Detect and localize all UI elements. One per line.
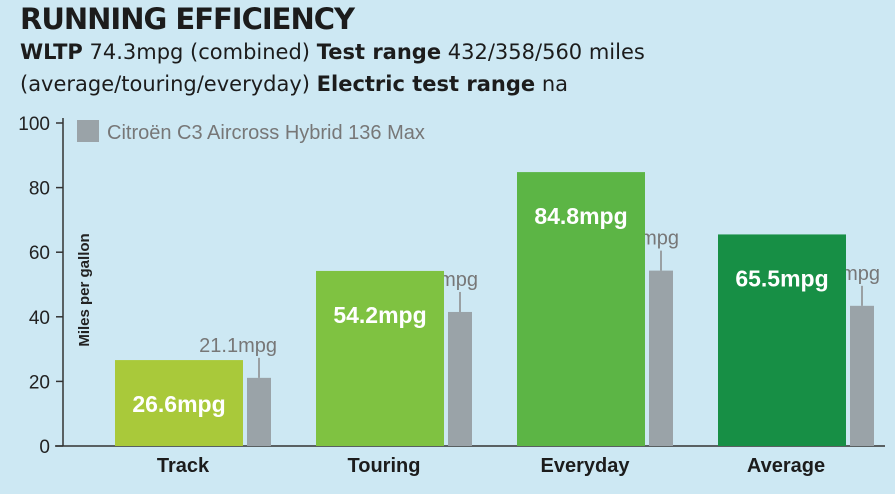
value-bar <box>115 360 243 446</box>
category-label: Average <box>747 455 825 477</box>
y-tick-label: 40 <box>29 308 50 329</box>
bar-value-label: 26.6mpg <box>132 391 225 417</box>
subtitle-line-2: (average/touring/everyday) Electric test… <box>20 72 880 96</box>
y-tick-label: 100 <box>18 114 50 135</box>
reference-bar <box>448 311 472 446</box>
bar-value-label: 84.8mpg <box>534 203 627 229</box>
value-bar <box>517 172 645 446</box>
legend-label: Citroën C3 Aircross Hybrid 136 Max <box>107 122 425 144</box>
category-label: Touring <box>348 455 421 477</box>
electric-range-value: na <box>541 72 569 96</box>
category-label: Everyday <box>541 455 631 477</box>
bar-value-label: 54.2mpg <box>333 302 426 328</box>
wltp-value: 74.3mpg (combined) <box>89 40 310 64</box>
y-tick-label: 0 <box>39 437 50 458</box>
subtitle-line-1: WLTP 74.3mpg (combined) Test range 432/3… <box>20 40 880 64</box>
y-tick-label: 80 <box>29 179 50 200</box>
legend-swatch <box>77 120 99 142</box>
y-tick-label: 60 <box>29 243 50 264</box>
test-range-label: Test range <box>316 40 442 64</box>
reference-value-label: 21.1mpg <box>199 335 277 357</box>
chart-title: RUNNING EFFICIENCY <box>20 2 355 36</box>
test-range-value: 432/358/560 miles <box>447 40 645 64</box>
wltp-label: WLTP <box>20 40 83 64</box>
test-range-modes: (average/touring/everyday) <box>20 72 310 96</box>
reference-bar <box>850 305 874 446</box>
value-bar <box>316 270 444 446</box>
value-bar <box>718 234 846 446</box>
y-tick-label: 20 <box>29 372 50 393</box>
reference-bar <box>649 270 673 446</box>
electric-range-label: Electric test range <box>316 72 536 96</box>
bar-value-label: 65.5mpg <box>735 265 828 291</box>
y-axis-label: Miles per gallon <box>76 233 93 346</box>
reference-bar <box>247 377 271 446</box>
category-label: Track <box>157 455 210 477</box>
